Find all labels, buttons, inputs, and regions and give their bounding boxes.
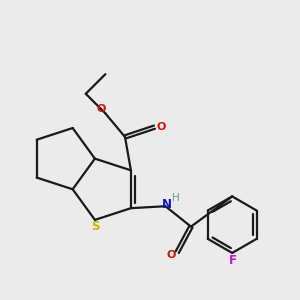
Text: O: O	[166, 250, 176, 260]
Text: N: N	[162, 198, 172, 211]
Text: O: O	[156, 122, 165, 132]
Text: O: O	[97, 104, 106, 114]
Text: F: F	[229, 254, 237, 267]
Text: S: S	[91, 220, 99, 233]
Text: H: H	[172, 193, 179, 202]
